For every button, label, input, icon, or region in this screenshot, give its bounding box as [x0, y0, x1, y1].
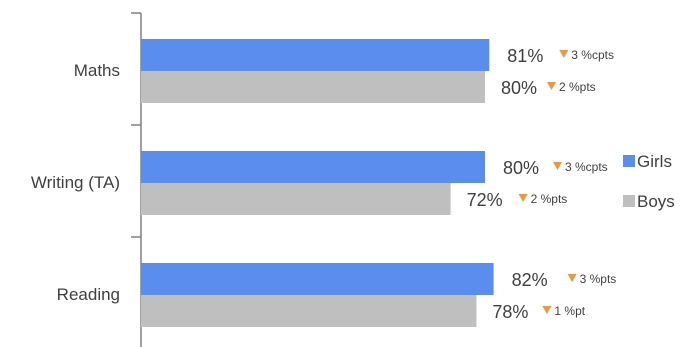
- change-label-boys: 1 %pt: [554, 304, 585, 318]
- change-label-girls: 3 %cpts: [565, 160, 608, 174]
- bar-boys: [141, 183, 451, 215]
- down-arrow-icon: [567, 274, 577, 282]
- bar-girls: [141, 151, 485, 183]
- data-label-boys: 78%: [492, 302, 528, 322]
- data-label-boys: 80%: [501, 78, 537, 98]
- bar-boys: [141, 295, 477, 327]
- change-label-boys: 2 %pts: [559, 80, 596, 94]
- legend: Girls Boys: [623, 152, 675, 211]
- legend-swatch-boys: [623, 195, 635, 207]
- change-label-girls: 3 %pts: [580, 272, 617, 286]
- bar-girls: [141, 39, 490, 71]
- category-label: Reading: [57, 285, 120, 304]
- category-label: Maths: [74, 61, 120, 80]
- change-label-boys: 2 %pts: [531, 192, 568, 206]
- down-arrow-icon: [518, 194, 528, 202]
- bar-boys: [141, 71, 485, 103]
- data-label-girls: 80%: [503, 158, 539, 178]
- legend-label-boys: Boys: [637, 192, 675, 211]
- bars-layer: [141, 39, 494, 327]
- legend-label-girls: Girls: [637, 152, 672, 171]
- value-labels-layer: 81% 3 %cpts 80% 2 %pts 80% 3 %cpts 72% 2 %pts 82…: [467, 46, 617, 322]
- data-label-girls: 81%: [507, 46, 543, 66]
- down-arrow-icon: [553, 162, 562, 170]
- category-label: Writing (TA): [31, 173, 120, 192]
- down-arrow-icon: [542, 306, 552, 314]
- down-arrow-icon: [547, 82, 556, 90]
- legend-swatch-girls: [623, 155, 635, 167]
- category-axis: Maths Writing (TA) Reading: [31, 12, 142, 347]
- down-arrow-icon: [559, 50, 569, 58]
- data-label-girls: 82%: [512, 270, 548, 290]
- data-label-boys: 72%: [467, 190, 503, 210]
- bar-girls: [141, 263, 494, 295]
- change-label-girls: 3 %cpts: [571, 48, 614, 62]
